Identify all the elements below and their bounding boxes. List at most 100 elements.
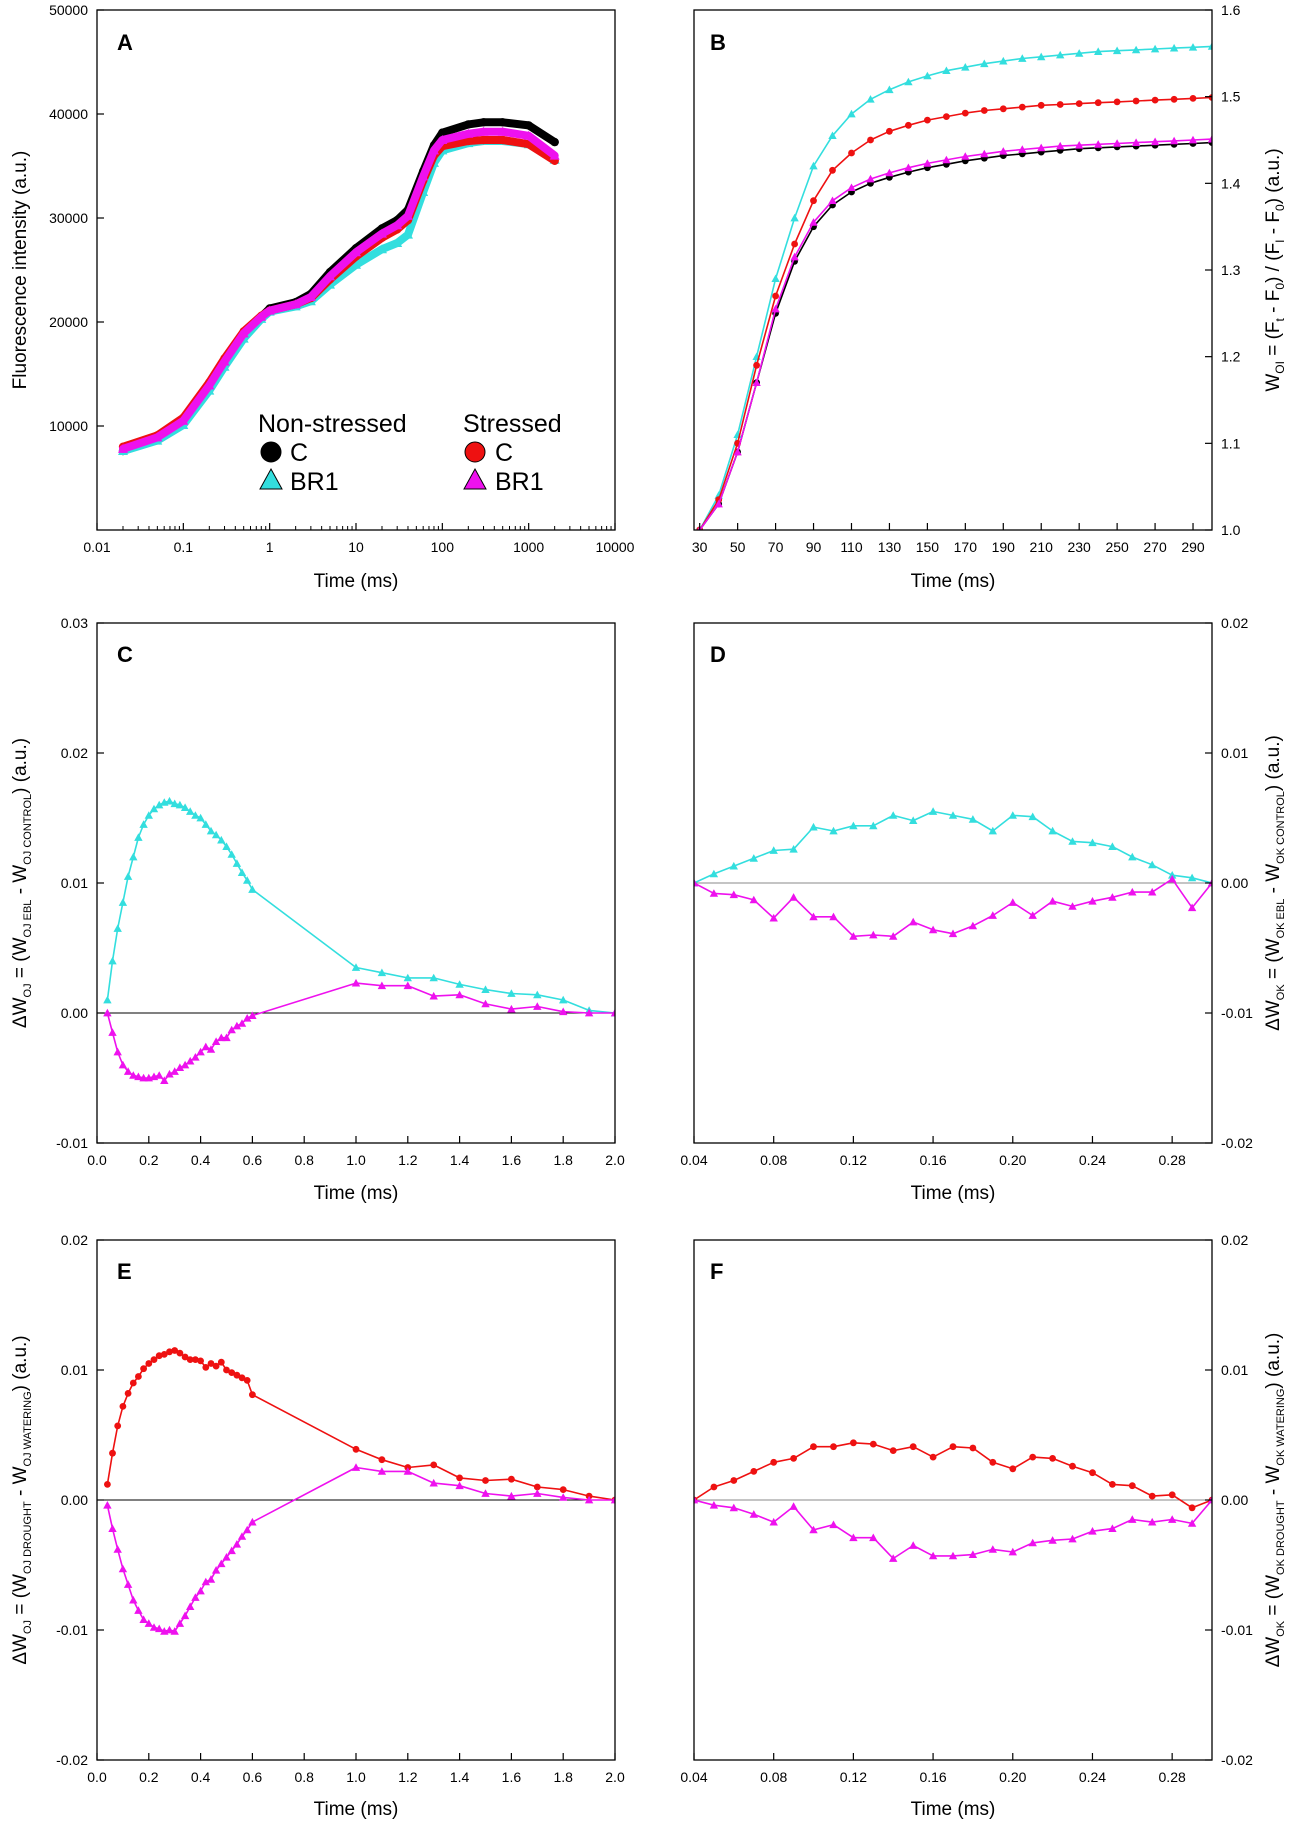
panel-f-point-stressed-br1 [1008,1547,1017,1556]
panel-d-point-non-stressed-br1 [869,821,878,830]
panel-c-point-stressed-br1 [103,1008,112,1017]
panel-b-point-stressed-br1 [733,447,742,456]
panel-f-point-stressed-br1 [1048,1536,1057,1544]
panel-e-x-tick-label: 1.0 [346,1769,366,1785]
panel-b-point-non-stressed-br1 [1112,46,1122,55]
panel-b-y-tick-label: 1.6 [1221,2,1241,18]
panel-e-point-stressed-br1 [206,1575,216,1583]
panel-c-point-non-stressed-br1 [149,804,159,813]
panel-f-point-stressed-c [1128,1482,1136,1490]
panel-f-x-tick-label: 0.12 [840,1769,867,1785]
panel-f-line-stressed-br1 [694,1499,1212,1560]
panel-a-y-tick-label: 50000 [49,2,88,18]
panel-c-point-non-stressed-br1 [108,956,117,965]
panel-b-point-non-stressed-br1 [1018,54,1027,62]
panel-b-line-stressed-br1 [698,138,1212,530]
panel-e-point-stressed-c [238,1374,246,1382]
panel-f-point-stressed-c [790,1455,797,1462]
panel-a-point-stressed-br1 [152,432,163,442]
panel-a-point-stressed-br1 [478,126,489,136]
panel-e-x-tick-label: 0.6 [243,1769,263,1785]
legend-group-title-stressed: Stressed [463,410,562,438]
panel-b-point-stressed-br1 [1018,145,1027,153]
panel-b-point-non-stressed-br1 [885,85,894,94]
panel-f-x-tick-label: 0.28 [1159,1769,1186,1785]
panel-a-point-stressed-br1 [204,380,215,390]
panel-c-y-tick-label: 0.01 [61,875,88,891]
panel-e-point-stressed-br1 [481,1489,490,1497]
panel-e-point-stressed-br1 [170,1627,179,1635]
panel-e-label: E [117,1259,132,1284]
panel-a-point-non-stressed-br1 [392,238,403,247]
panel-f-point-stressed-br1 [1128,1515,1137,1523]
panel-c-point-non-stressed-br1 [155,800,164,809]
panel-b-point-non-stressed-br1 [1094,47,1103,55]
panel-d-point-stressed-br1 [968,921,978,930]
panel-e-point-stressed-br1 [134,1606,143,1614]
panel-b-x-axis-title: Time (ms) [911,571,996,592]
panel-b-point-non-stressed-br1 [904,77,913,86]
panel-b-point-stressed-c [980,107,988,114]
panel-d-x-tick-label: 0.12 [840,1152,867,1168]
panel-f-point-stressed-c [730,1477,738,1484]
panel-d-label: D [710,642,726,667]
panel-b-point-non-stressed-br1 [980,59,989,68]
panel-b-series-layer [696,42,1212,530]
panel-e-point-stressed-c [181,1353,189,1361]
panel-b-x-tick-label: 70 [768,539,784,555]
panel-e-point-stressed-br1 [232,1540,242,1548]
panel-b-point-stressed-c [1113,98,1121,106]
panel-f-point-stressed-br1 [909,1541,918,1549]
panel-d-point-non-stressed-br1 [948,811,958,819]
panel-b-point-stressed-br1 [828,196,837,204]
panel-b-line-stressed-c [698,96,1212,530]
panel-c-point-non-stressed-br1 [129,852,138,861]
panel-f-label: F [710,1259,723,1284]
panel-f-point-stressed-br1 [948,1551,958,1560]
panel-f-point-stressed-c [770,1458,778,1466]
panel-b-point-non-stressed-br1 [790,213,799,222]
panel-b-point-stressed-c [1151,96,1159,104]
panel-a-series-stressed-br1 [118,126,560,453]
panel-c-point-non-stressed-br1 [134,833,143,841]
panel-c-point-non-stressed-br1 [351,963,361,971]
panel-a-x-tick-label: 1000 [513,539,544,555]
panel-e-ticks: 0.0 0.2 0.4 0.6 0.8 1.0 1.2 1.4 1.6 1.8 2.0 -0.02 -0… [56,1232,625,1785]
panel-f-point-stressed-br1 [789,1502,798,1510]
panel-c-y-tick-label: -0.01 [56,1135,88,1151]
panel-d-point-stressed-br1 [849,932,858,940]
panel-e-point-stressed-c [223,1366,230,1374]
panel-d-point-stressed-br1 [769,913,778,922]
panel-a-point-non-stressed-br1 [377,244,387,254]
panel-b-point-non-stressed-br1 [1131,45,1141,54]
panel-f-point-stressed-c [949,1443,957,1451]
panel-e-point-stressed-br1 [248,1517,257,1526]
panel-e-x-tick-label: 0.2 [139,1769,159,1785]
panel-a-point-stressed-br1 [256,311,267,321]
panel-f-point-stressed-c [1089,1469,1096,1477]
panel-b-point-non-stressed-br1 [828,131,837,139]
panel-d-x-tick-label: 0.16 [919,1152,946,1168]
panel-e-point-stressed-br1 [186,1602,195,1610]
panel-d-point-stressed-br1 [1088,897,1097,905]
panel-f-line-stressed-c [694,1442,1212,1509]
panel-b-point-stressed-br1 [847,183,856,191]
panel-a-line-non-stressed-c [119,118,559,455]
panel-c-point-stressed-br1 [129,1071,138,1079]
panel-c-x-tick-label: 0.8 [294,1152,314,1168]
panel-d-series-stressed-br1 [694,874,1212,940]
panel-b-point-stressed-br1 [1150,137,1160,146]
panel-c-point-non-stressed-br1 [206,826,216,835]
panel-f-point-stressed-br1 [749,1510,758,1518]
panel-c-point-stressed-br1 [211,1037,221,1045]
panel-a-point-stressed-br1 [290,299,301,309]
panel-b-point-stressed-c [753,361,760,369]
panel-c-series-non-stressed-br1 [103,796,615,1017]
panel-d-y-tick-label: 0.00 [1221,875,1248,891]
panel-e-point-stressed-br1 [123,1580,133,1588]
panel-c-point-non-stressed-br1 [139,820,148,828]
panel-e-point-stressed-br1 [165,1625,174,1634]
panel-d-point-non-stressed-br1 [1108,842,1117,850]
panel-d-point-stressed-br1 [1108,893,1117,901]
panel-e-point-stressed-br1 [103,1501,112,1509]
